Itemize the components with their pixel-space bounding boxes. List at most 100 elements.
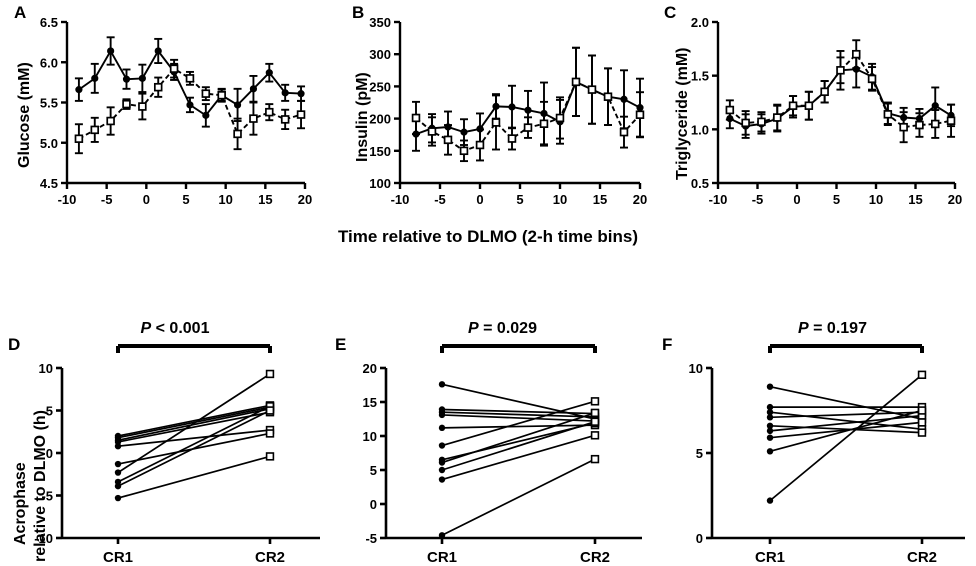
panel-e-plot: -5 0 5 10 15 20 CR1 CR2 bbox=[363, 344, 642, 566]
panel-d-ylabel-line2: relative to DLMO (h) bbox=[32, 409, 49, 562]
series-line-CR2 bbox=[78, 67, 302, 140]
marker-open-square bbox=[931, 119, 940, 129]
marker-open-square bbox=[106, 116, 115, 126]
marker-filled-circle bbox=[202, 111, 210, 119]
marker-open-square bbox=[619, 127, 629, 137]
pair-line bbox=[117, 404, 271, 437]
marker-filled-circle bbox=[114, 460, 122, 468]
x-tick-label: 15 bbox=[908, 192, 922, 207]
marker-filled-circle bbox=[766, 427, 774, 435]
y-tick-label: -5 bbox=[41, 489, 53, 504]
marker-filled-circle bbox=[233, 101, 242, 109]
marker-filled-circle bbox=[154, 47, 162, 55]
marker-open-square bbox=[635, 110, 645, 119]
marker-open-square bbox=[883, 110, 893, 119]
y-tick-label: 0 bbox=[696, 531, 703, 546]
y-tick-label: 5.0 bbox=[40, 136, 58, 151]
pair-line bbox=[441, 408, 596, 415]
y-tick-label: 1.5 bbox=[691, 69, 709, 84]
marker-filled-circle bbox=[114, 443, 122, 450]
marker-filled-circle bbox=[460, 128, 468, 136]
marker-filled-circle bbox=[438, 424, 446, 432]
marker-open-square bbox=[820, 87, 829, 97]
marker-open-square bbox=[138, 102, 147, 111]
marker-open-square bbox=[587, 85, 597, 94]
pvalue-p-symbol: P bbox=[468, 320, 479, 337]
marker-open-square bbox=[603, 92, 613, 101]
marker-filled-circle bbox=[438, 411, 446, 419]
marker-open-square bbox=[915, 120, 924, 130]
marker-open-square bbox=[280, 115, 290, 124]
y-tick-label: -10 bbox=[34, 531, 53, 546]
significance-bracket bbox=[116, 344, 272, 353]
panel-b-ylabel: Insulin (pM) bbox=[354, 72, 371, 162]
marker-open-square bbox=[867, 74, 877, 84]
panel-f-plot: 0 5 10 CR1 CR2 bbox=[689, 344, 965, 566]
y-tick-label: 10 bbox=[363, 429, 377, 444]
pvalue-text: = 0.197 bbox=[808, 320, 867, 337]
pair-line bbox=[117, 455, 271, 499]
marker-filled-circle bbox=[265, 69, 273, 77]
x-tick-label: -10 bbox=[58, 192, 77, 207]
marker-open-square bbox=[74, 134, 84, 143]
x-tick-label: 15 bbox=[258, 192, 272, 207]
y-tick-label: 2.0 bbox=[691, 15, 709, 30]
x-tick-label: 5 bbox=[516, 192, 523, 207]
marker-open-square bbox=[185, 74, 195, 83]
x-tick-label: 0 bbox=[793, 192, 800, 207]
marker-filled-circle bbox=[524, 106, 532, 114]
x-tick-label: -5 bbox=[752, 192, 764, 207]
x-tick-label: 5 bbox=[833, 192, 840, 207]
marker-open-square bbox=[899, 122, 908, 132]
y-tick-label: 200 bbox=[369, 112, 391, 127]
marker-filled-circle bbox=[766, 434, 774, 441]
marker-filled-circle bbox=[766, 409, 774, 416]
y-tick-label: 350 bbox=[369, 15, 391, 30]
y-tick-label: 5.5 bbox=[40, 96, 58, 111]
panel-e-pvalue: P = 0.029 bbox=[415, 320, 590, 338]
marker-filled-circle bbox=[438, 442, 446, 449]
x-tick-label: 0 bbox=[143, 192, 150, 207]
x-tick-label: -5 bbox=[434, 192, 446, 207]
panel-d-ylabel-line1: Acrophase bbox=[12, 462, 29, 545]
y-tick-label: -5 bbox=[365, 531, 377, 546]
x-tick-label: 5 bbox=[182, 192, 189, 207]
marker-filled-circle bbox=[114, 494, 122, 502]
significance-bracket bbox=[440, 344, 597, 353]
xaxis-caption: Time relative to DLMO (2-h time bins) bbox=[337, 227, 639, 246]
marker-filled-circle bbox=[138, 74, 146, 82]
panel-letter-a: A bbox=[14, 3, 27, 22]
pair-line bbox=[117, 411, 271, 443]
marker-open-square bbox=[757, 117, 766, 127]
marker-open-square bbox=[555, 113, 565, 123]
panel-letter-c: C bbox=[664, 3, 677, 22]
marker-filled-circle bbox=[114, 469, 122, 476]
pair-line bbox=[117, 407, 271, 442]
marker-open-square bbox=[169, 64, 179, 73]
y-tick-label: 6.5 bbox=[40, 15, 58, 30]
marker-filled-circle bbox=[766, 414, 774, 421]
significance-bracket bbox=[768, 344, 924, 353]
category-label-CR1: CR1 bbox=[103, 549, 133, 566]
marker-filled-circle bbox=[931, 102, 939, 110]
pair-line bbox=[441, 458, 596, 537]
y-tick-label: 150 bbox=[369, 144, 391, 159]
marker-filled-circle bbox=[766, 383, 774, 390]
marker-open-square bbox=[523, 123, 533, 132]
pvalue-p-symbol: P bbox=[798, 320, 809, 337]
marker-open-square bbox=[772, 113, 782, 122]
panel-letter-d: D bbox=[8, 335, 21, 354]
category-label-CR2: CR2 bbox=[255, 549, 285, 566]
x-tick-label: 20 bbox=[298, 192, 312, 207]
pair-line bbox=[441, 411, 596, 418]
marker-open-square bbox=[265, 429, 275, 438]
pair-line bbox=[769, 374, 923, 502]
marker-open-square bbox=[836, 66, 845, 75]
y-tick-label: 5 bbox=[370, 463, 377, 478]
marker-open-square bbox=[788, 101, 798, 110]
pair-line bbox=[441, 400, 596, 447]
pair-line bbox=[769, 411, 923, 431]
marker-open-square bbox=[265, 452, 275, 461]
marker-filled-circle bbox=[766, 497, 774, 504]
